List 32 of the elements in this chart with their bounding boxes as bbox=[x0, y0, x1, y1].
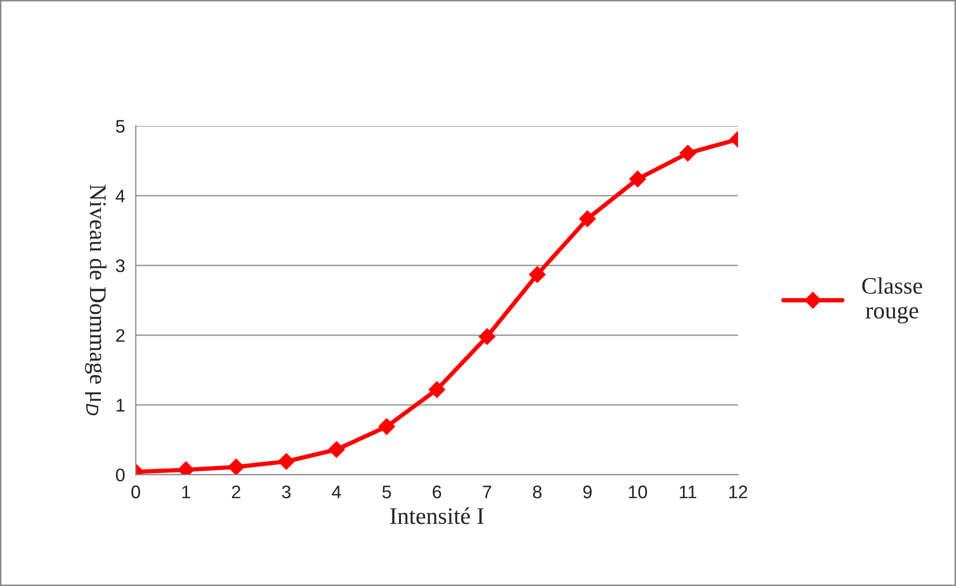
x-tick-label: 7 bbox=[482, 486, 492, 498]
legend-label: Classe rouge bbox=[862, 277, 922, 324]
x-tick-label: 9 bbox=[583, 486, 592, 498]
point bbox=[528, 266, 546, 283]
x-tick-label: 10 bbox=[628, 486, 647, 498]
x-tick-label: 1 bbox=[182, 486, 190, 498]
x-tick-label: 3 bbox=[282, 486, 291, 498]
point bbox=[328, 441, 345, 458]
y-axis-title: Niveau de Dommage μ$_{D}$ bbox=[84, 184, 106, 416]
x-tick-label: 2 bbox=[232, 486, 240, 498]
y-tick-label: 4 bbox=[116, 190, 125, 202]
x-tick-label: 0 bbox=[131, 486, 140, 498]
y-tick-label: 3 bbox=[116, 259, 125, 272]
point bbox=[378, 418, 396, 435]
point bbox=[428, 381, 446, 398]
y-tick-label: 0 bbox=[116, 468, 125, 482]
x-tick-label: 12 bbox=[729, 486, 748, 498]
point bbox=[278, 453, 295, 470]
x-tick-label: 11 bbox=[680, 486, 696, 498]
y-tick-label: 5 bbox=[116, 120, 125, 133]
point bbox=[228, 458, 245, 475]
point bbox=[629, 170, 646, 188]
x-tick-label: 5 bbox=[382, 486, 391, 498]
y-tick-label: 1 bbox=[116, 399, 124, 412]
point bbox=[478, 328, 496, 345]
x-tick-label: 8 bbox=[533, 486, 542, 498]
y-tick-label: 2 bbox=[116, 329, 124, 342]
point bbox=[579, 210, 596, 228]
point bbox=[679, 144, 696, 162]
x-axis-title: Intensité I bbox=[390, 507, 484, 524]
x-tick-label: 4 bbox=[332, 486, 342, 498]
x-tick-label: 6 bbox=[432, 486, 442, 498]
